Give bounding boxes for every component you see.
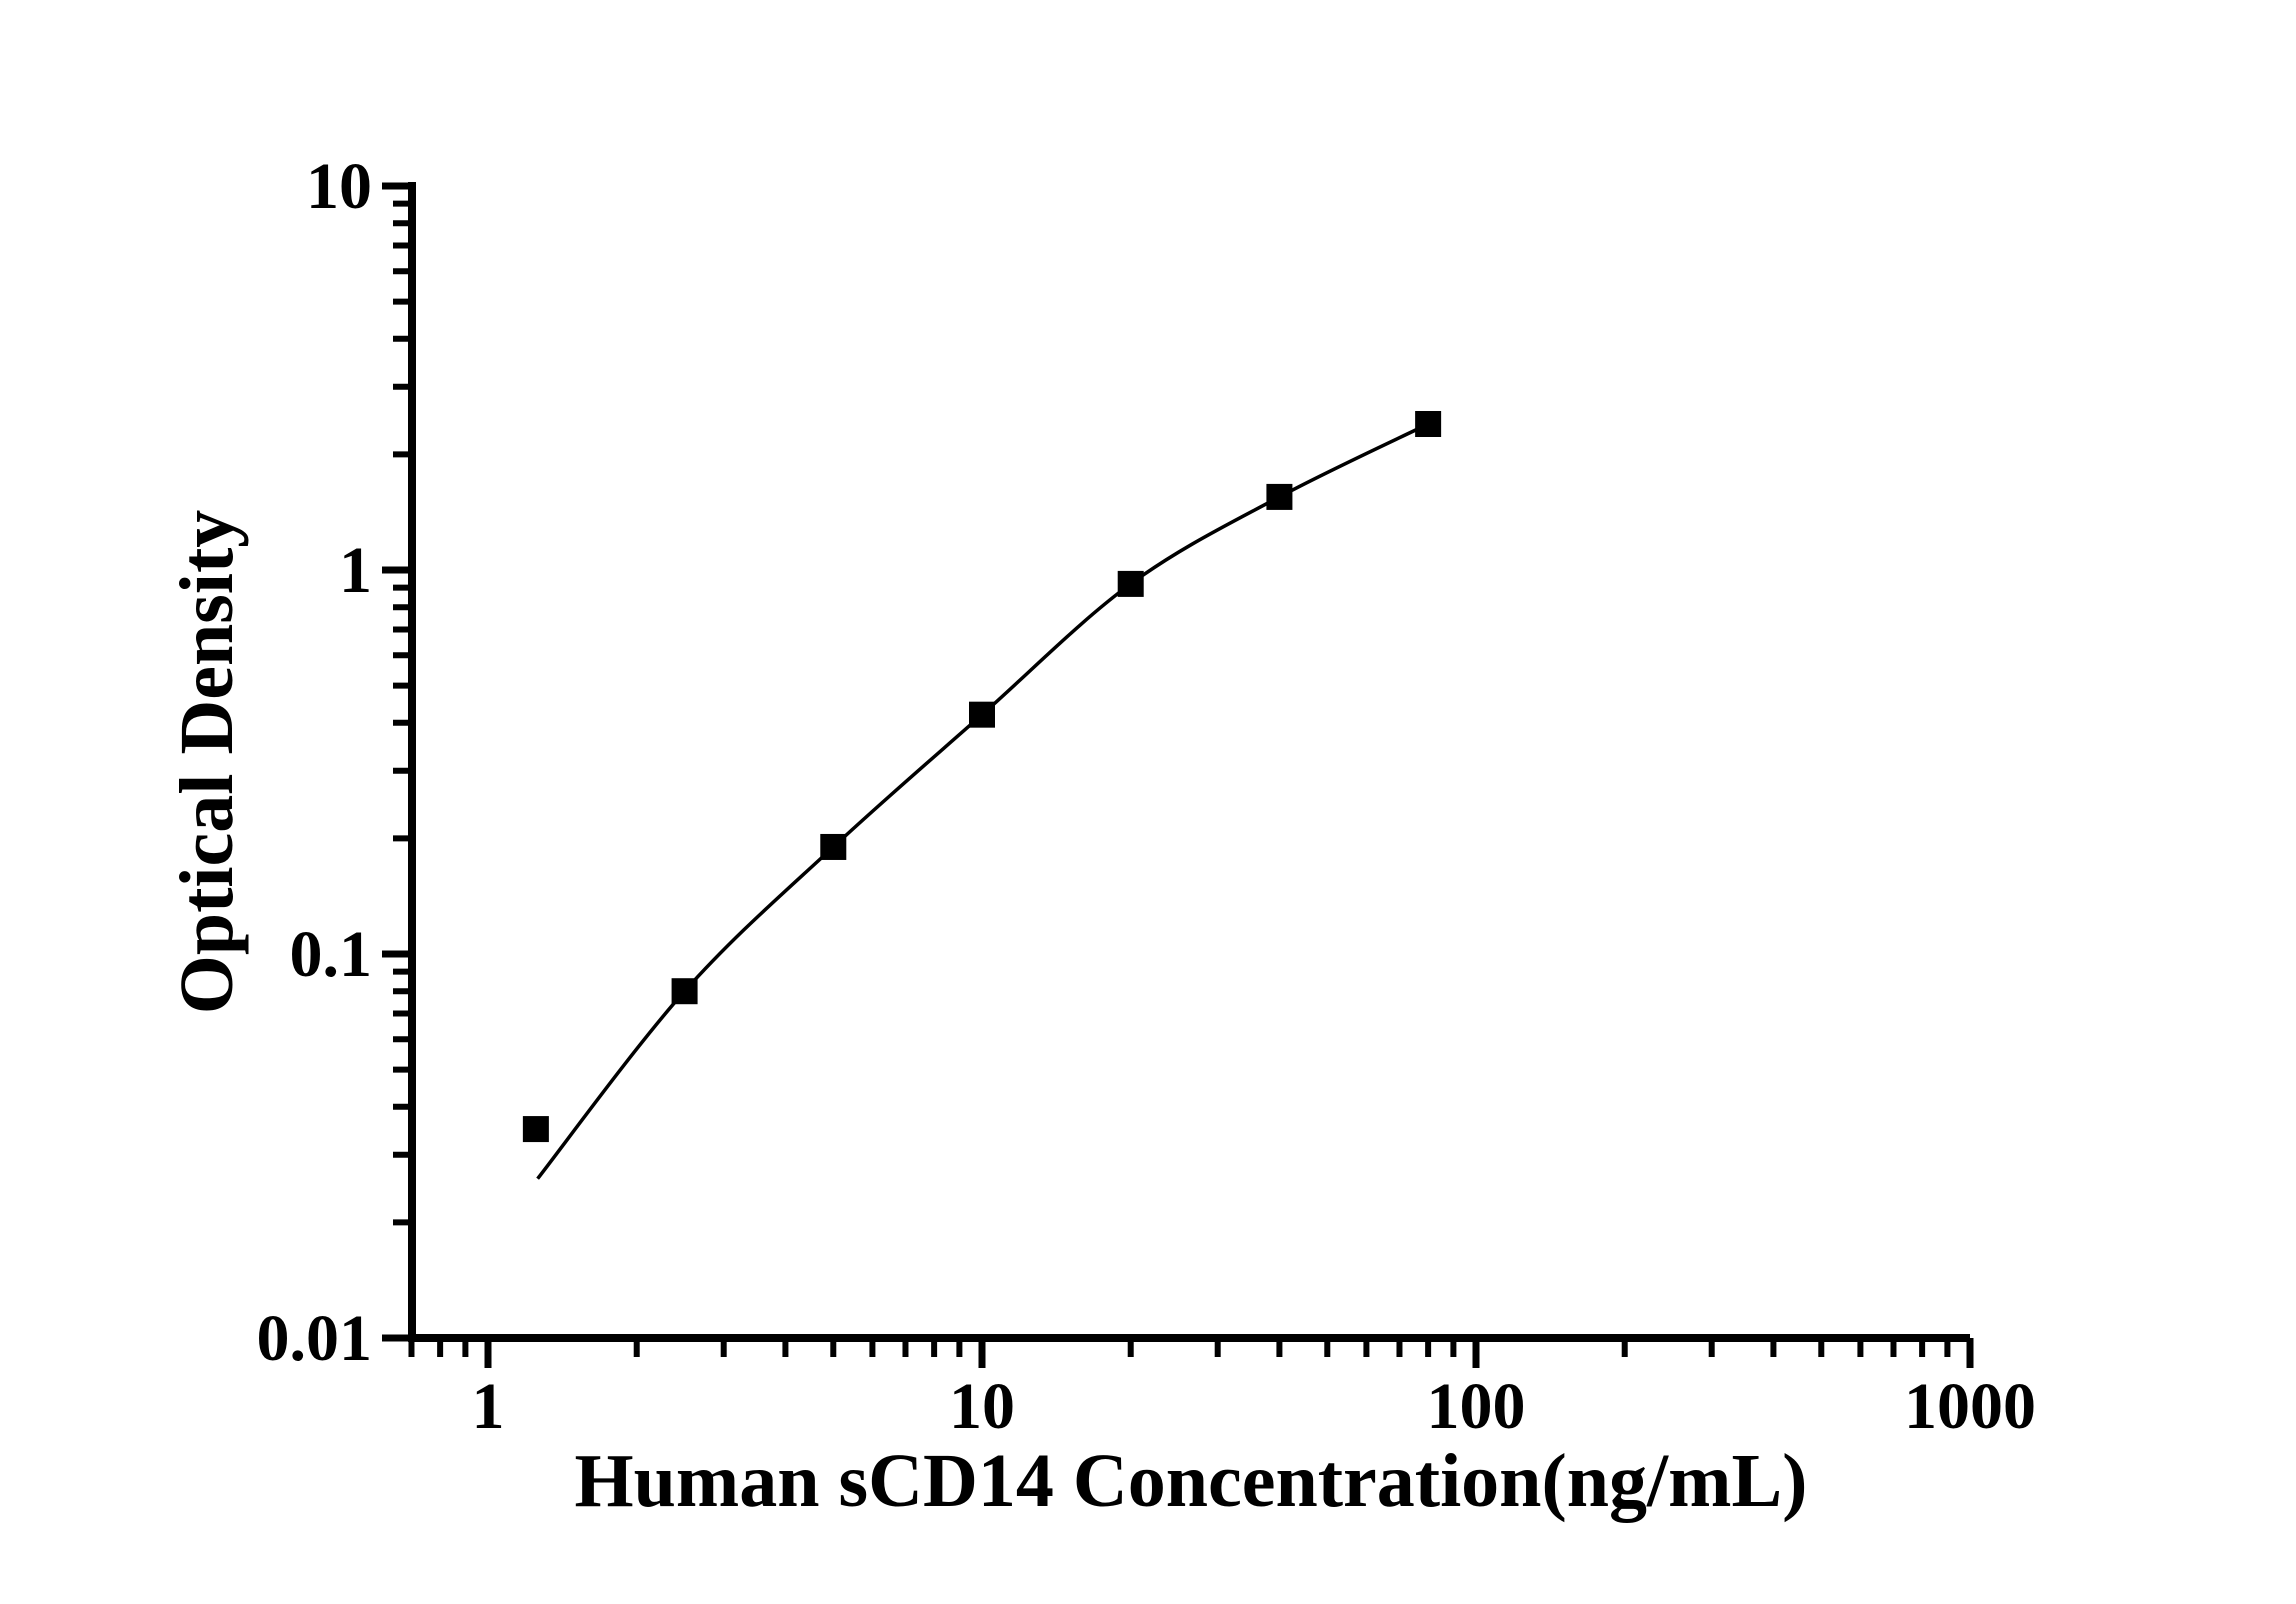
tick-labels: 1 10 100 1000 0.01 0.1 1 10 — [257, 150, 2037, 1443]
data-point-marker — [671, 978, 698, 1005]
y-axis-title: Optical Density — [165, 510, 249, 1015]
x-axis-tick-label: 1000 — [1904, 1370, 2036, 1443]
data-point-marker — [969, 701, 995, 728]
x-axis-tick-label: 1 — [472, 1370, 505, 1443]
axis-lines — [408, 182, 1970, 1342]
x-axis-title: Human sCD14 Concentration(ng/mL) — [575, 1439, 1808, 1523]
x-axis-tick-label: 10 — [949, 1370, 1015, 1443]
fit-curve-path — [536, 422, 1429, 1180]
y-axis-tick-label: 0.1 — [290, 918, 373, 991]
data-point-marker — [820, 833, 847, 860]
data-point-marker — [1415, 410, 1442, 437]
data-point-marker — [1266, 483, 1293, 510]
axis-ticks — [382, 182, 1974, 1368]
data-point-marker — [522, 1116, 549, 1143]
y-axis-tick-label: 10 — [306, 150, 372, 223]
plot-layer — [522, 410, 1442, 1180]
x-axis-tick-label: 100 — [1427, 1370, 1526, 1443]
y-axis-tick-label: 1 — [339, 534, 372, 607]
y-axis-tick-label: 0.01 — [257, 1302, 373, 1375]
data-point-marker — [1117, 570, 1144, 597]
